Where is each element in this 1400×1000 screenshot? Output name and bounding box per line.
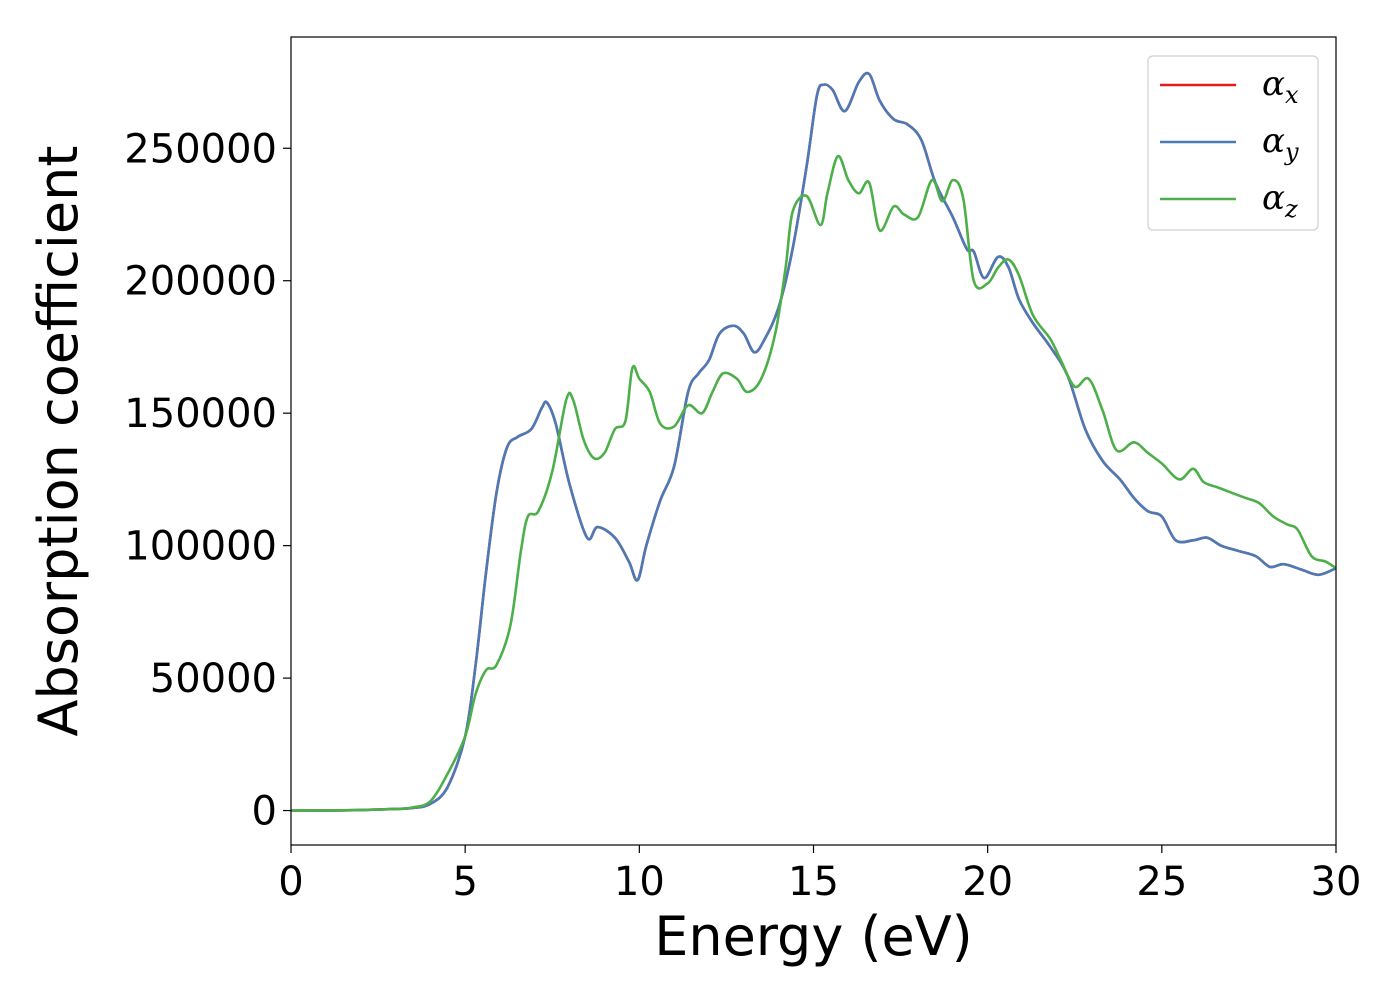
legend-label-subscript: x [1285,81,1299,109]
legend-label-symbol: α [1262,178,1285,218]
y-axis-title: Absorption coefficient [27,146,90,737]
x-tick-label: 25 [1136,859,1187,905]
y-tick-label: 250000 [124,126,277,172]
legend-label-z: αz [1262,178,1298,223]
x-axis: 0 5 10 15 20 25 30 [278,845,1361,905]
x-tick-label: 15 [788,859,839,905]
legend-label-subscript: y [1284,138,1299,166]
x-tick-label: 30 [1311,859,1362,905]
y-tick-label: 100000 [124,524,277,570]
x-tick-label: 10 [614,859,665,905]
y-tick-label: 200000 [124,259,277,305]
series-line-z [291,154,1336,812]
legend-label-symbol: α [1262,121,1285,161]
x-tick-label: 0 [278,859,303,905]
legend-label-subscript: z [1284,195,1298,223]
legend-label-x: αx [1262,64,1299,109]
x-tick-label: 5 [452,859,477,905]
x-tick-label: 20 [962,859,1013,905]
legend-label-symbol: α [1262,64,1285,104]
y-tick-label: 0 [252,789,277,835]
legend-label-y: αy [1262,121,1299,166]
series-line-y [291,71,1336,812]
y-axis: 0 50000 100000 150000 200000 250000 [124,126,291,835]
series-layer [291,71,1336,812]
x-axis-title: Energy (eV) [654,905,973,968]
y-tick-label: 150000 [124,391,277,437]
y-tick-label: 50000 [150,656,277,702]
